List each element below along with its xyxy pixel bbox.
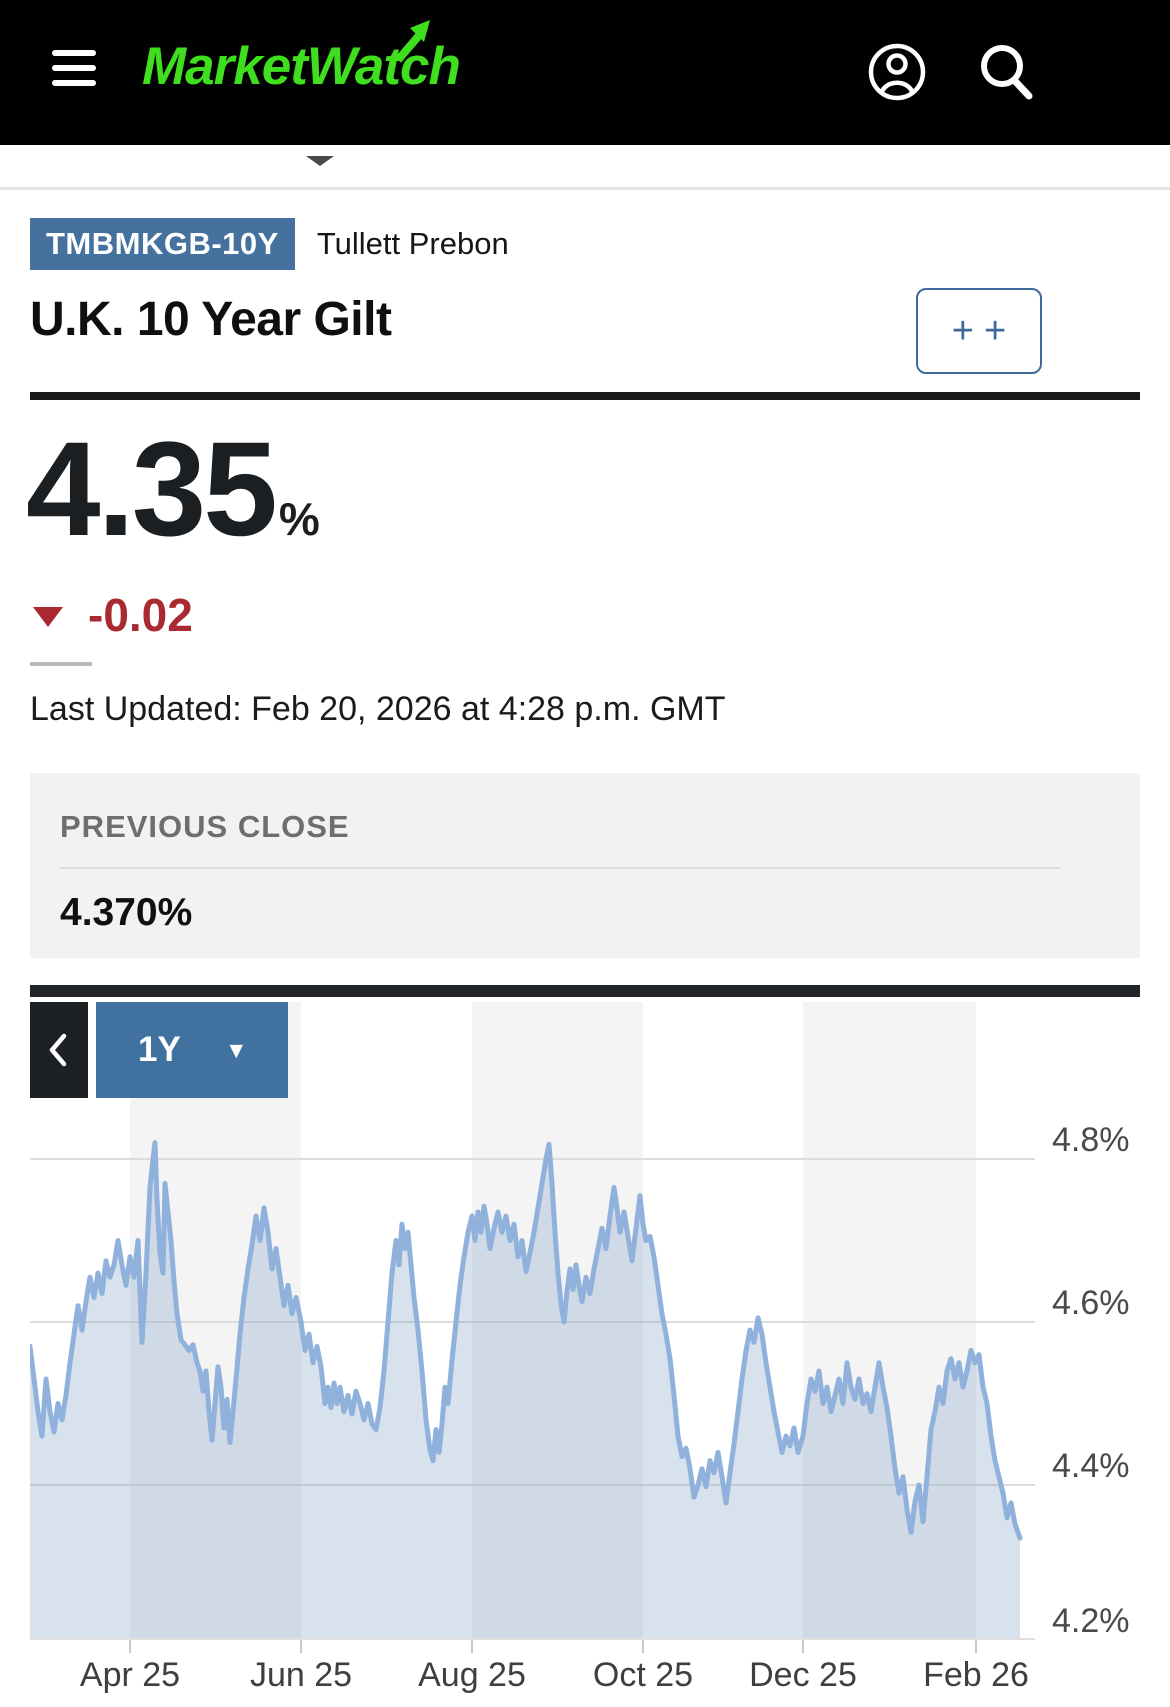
mini-divider (30, 662, 92, 666)
top-divider (0, 187, 1170, 190)
x-axis-label: Jun 25 (249, 1656, 353, 1694)
x-axis-tick (642, 1640, 644, 1653)
y-axis-label: 4.2% (1052, 1602, 1130, 1640)
add-to-watchlist-button[interactable]: + + (916, 288, 1042, 374)
x-axis-label: Apr 25 (79, 1656, 181, 1694)
quote-value-row: 4.35 % (26, 415, 320, 564)
y-axis-label: 4.6% (1052, 1284, 1130, 1322)
marketwatch-logo[interactable]: MarketWatch (142, 20, 461, 97)
change-row: -0.02 (33, 588, 193, 642)
cropped-caret-icon (306, 156, 334, 166)
x-axis-tick (471, 1640, 473, 1653)
chevron-down-icon: ▼ (224, 1036, 248, 1063)
x-axis: Apr 25 Jun 25 Aug 25 Oct 25 Dec 25 Feb 26 (30, 1640, 1035, 1700)
y-axis: 4.8% 4.6% 4.4% 4.2% (1052, 1002, 1170, 1640)
profile-icon[interactable] (863, 38, 931, 106)
previous-close-value: 4.370% (60, 891, 193, 934)
range-selected-label: 1Y (138, 1030, 181, 1069)
time-range-dropdown[interactable]: 1Y ▼ (96, 1002, 288, 1098)
logo-arrow-icon (394, 20, 430, 63)
yield-line-series (27, 1140, 1023, 1541)
chevron-left-icon (49, 1033, 67, 1067)
chart-back-button[interactable] (30, 1002, 88, 1098)
plus-icon: + (984, 309, 1007, 352)
x-axis-tick (802, 1640, 804, 1653)
chart-section-rule (30, 985, 1140, 997)
yield-chart-plot[interactable] (27, 1002, 1035, 1640)
x-axis-label: Feb 26 (923, 1656, 1029, 1694)
ticker-badge: TMBMKGB-10Y (30, 218, 295, 270)
percent-unit: % (278, 493, 320, 545)
card-divider (60, 867, 1060, 869)
change-value: -0.02 (88, 589, 193, 641)
down-arrow-icon (33, 607, 63, 627)
hamburger-menu-icon[interactable] (52, 50, 96, 92)
y-axis-label: 4.8% (1052, 1121, 1130, 1159)
y-axis-label: 4.4% (1052, 1447, 1130, 1485)
x-axis-label: Aug 25 (418, 1656, 526, 1694)
top-navigation-bar: MarketWatch (0, 0, 1170, 145)
quote-source-label: Tullett Prebon (316, 226, 509, 261)
page-title: U.K. 10 Year Gilt (30, 293, 392, 346)
last-updated-text: Last Updated: Feb 20, 2026 at 4:28 p.m. … (30, 690, 726, 728)
x-axis-label: Oct 25 (592, 1656, 694, 1694)
search-icon[interactable] (972, 38, 1040, 106)
x-axis-label: Dec 25 (749, 1656, 857, 1694)
x-axis-tick (129, 1640, 131, 1653)
previous-close-label: PREVIOUS CLOSE (60, 809, 350, 844)
x-axis-tick (975, 1640, 977, 1653)
x-axis-tick (300, 1640, 302, 1653)
section-rule (30, 392, 1140, 400)
plus-icon: + (951, 309, 974, 352)
previous-close-card: PREVIOUS CLOSE 4.370% (30, 773, 1140, 958)
ticker-row: TMBMKGB-10Y Tullett Prebon (30, 218, 509, 270)
current-yield-value: 4.35 (26, 415, 278, 564)
